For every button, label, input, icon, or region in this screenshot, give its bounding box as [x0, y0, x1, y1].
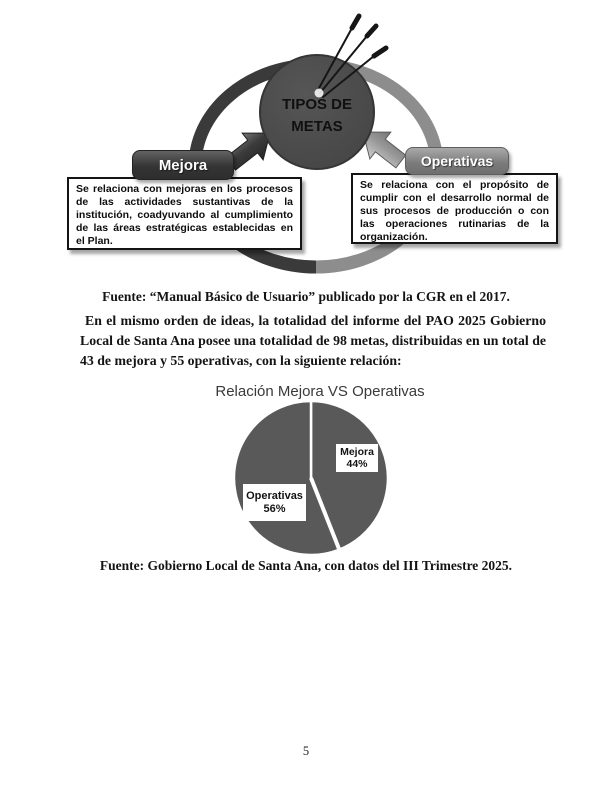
pie-slice-mejora	[309, 399, 390, 551]
center-circle	[259, 54, 375, 170]
pie-label-mejora-name: Mejora	[340, 446, 374, 458]
center-label-line1: TIPOS DE	[282, 96, 352, 113]
mejora-description-box: Se relaciona con mejoras en los procesos…	[67, 177, 302, 250]
mejora-header-label: Mejora	[158, 156, 208, 174]
tipos-de-metas-diagram: TIPOS DE METAS	[188, 13, 444, 274]
operativas-header: Operativas	[405, 147, 509, 175]
chart-title: Relación Mejora VS Operativas	[215, 383, 425, 400]
operativas-description-box: Se relaciona con el propósito de cumplir…	[351, 173, 558, 244]
pie-label-mejora-pct: 44%	[346, 458, 368, 470]
dart-impact-spot	[314, 88, 324, 98]
diagram-source-caption: Fuente: “Manual Básico de Usuario” publi…	[102, 289, 510, 304]
body-paragraph: En el mismo orden de ideas, la totalidad…	[80, 313, 546, 368]
mejora-description-text: Se relaciona con mejoras en los procesos…	[76, 183, 293, 247]
pie-label-operativas: Operativas 56%	[243, 484, 306, 521]
pie-label-operativas-pct: 56%	[263, 502, 286, 515]
arrow-right-icon	[362, 131, 407, 169]
pie-label-mejora: Mejora 44%	[336, 444, 378, 472]
pie-slice-divider	[309, 477, 342, 551]
operativas-description-text: Se relaciona con el propósito de cumplir…	[360, 179, 549, 243]
darts-icon	[317, 13, 389, 98]
operativas-header-label: Operativas	[420, 153, 494, 169]
pie-chart	[232, 399, 390, 557]
mejora-header: Mejora	[132, 150, 234, 180]
page-number: 5	[302, 744, 310, 758]
chart-source-caption: Fuente: Gobierno Local de Santa Ana, con…	[99, 558, 513, 573]
center-label-line2: METAS	[291, 118, 342, 135]
pie-label-operativas-name: Operativas	[246, 489, 303, 502]
